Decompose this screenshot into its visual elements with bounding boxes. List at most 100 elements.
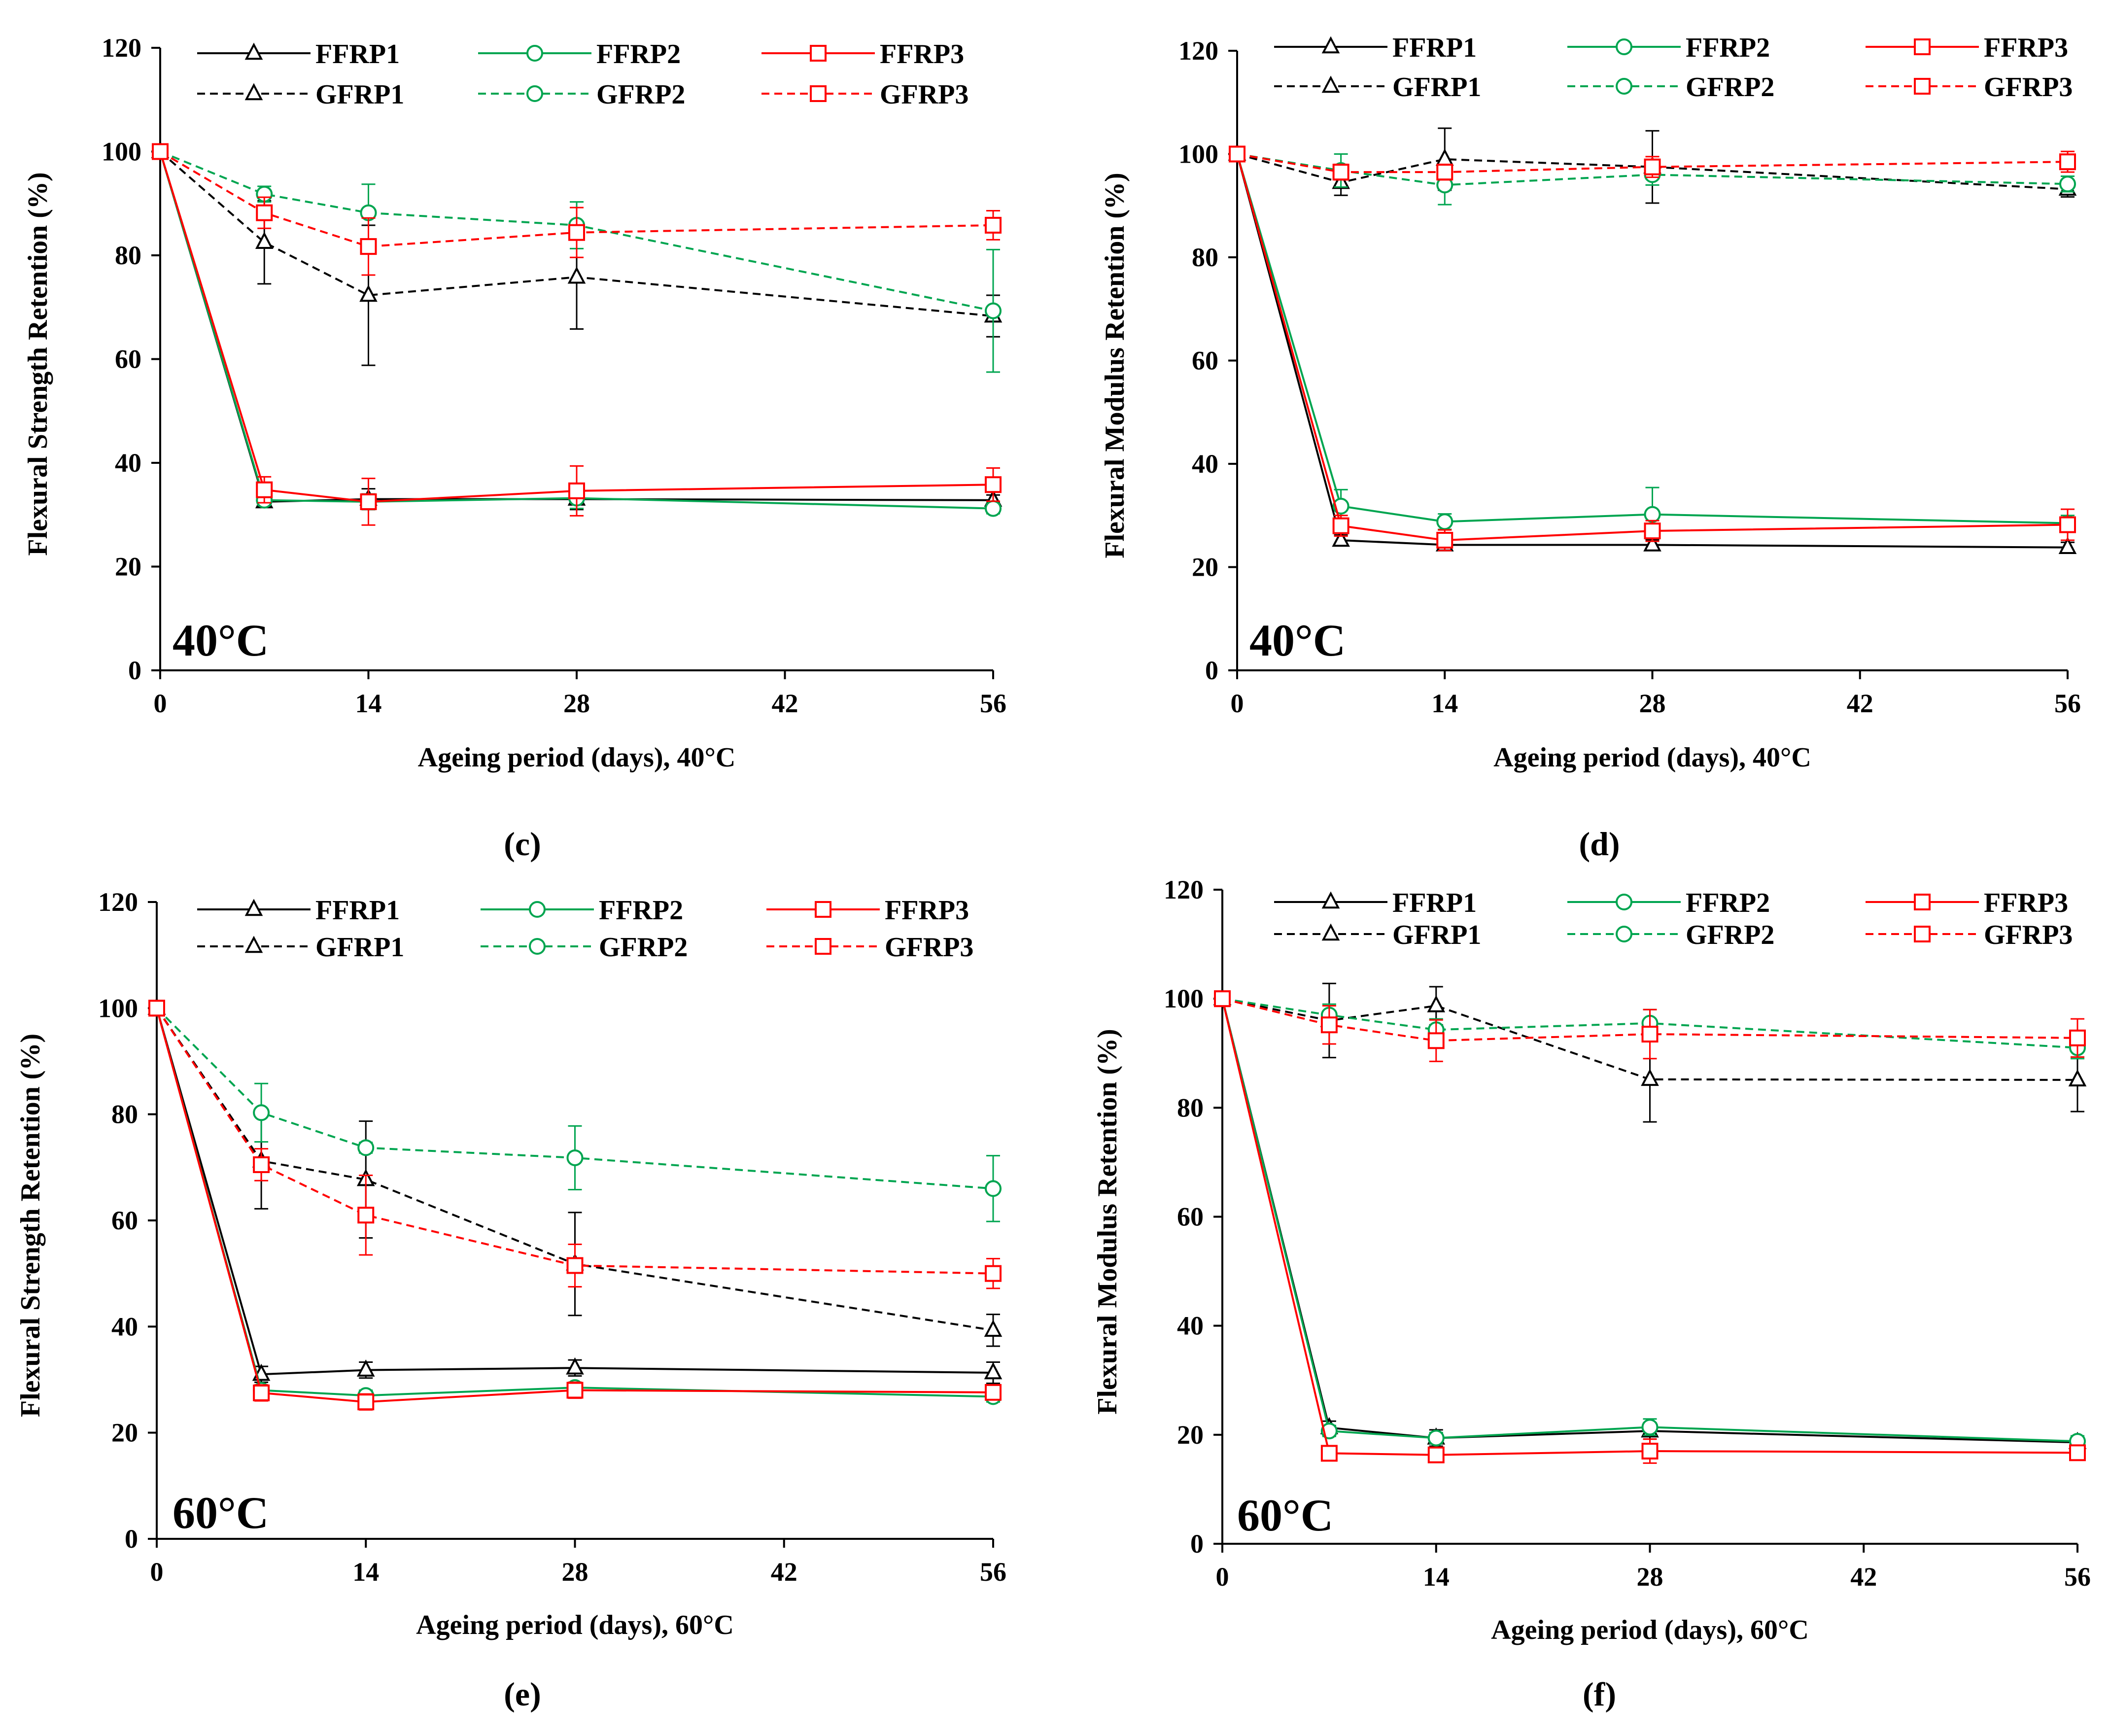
legend-entry: GFRP2 [1567, 72, 1774, 103]
data-point [253, 1156, 270, 1173]
y-tick-label: 60 [1192, 346, 1218, 376]
legend-marker [1616, 926, 1632, 942]
y-tick-label: 20 [1192, 553, 1218, 582]
x-tick-label: 42 [1850, 1562, 1877, 1592]
data-point [2059, 516, 2076, 533]
y-tick-label: 0 [125, 1524, 138, 1554]
legend-entry: GFRP2 [481, 932, 688, 963]
y-tick-label: 80 [1192, 243, 1218, 272]
data-point [1641, 1069, 1659, 1086]
legend-label: GFRP2 [1686, 72, 1774, 103]
x-tick-label: 56 [980, 689, 1006, 718]
data-point [1214, 990, 1231, 1007]
y-tick-label: 80 [111, 1100, 138, 1129]
y-tick-label: 120 [98, 887, 138, 917]
y-axis-label: Flexural Strength Retention (%) [15, 1034, 46, 1417]
y-tick-label: 80 [1177, 1093, 1204, 1122]
data-point [566, 1382, 584, 1399]
y-tick-label: 60 [111, 1206, 138, 1235]
legend-marker [1914, 894, 1931, 910]
x-tick-label: 14 [1431, 689, 1458, 718]
x-tick-label: 56 [2064, 1562, 2091, 1592]
data-point [568, 482, 585, 499]
legend-entry: GFRP1 [197, 79, 404, 110]
legend-entry: FFRP3 [1866, 33, 2068, 63]
panel-caption: (f) [1583, 1675, 1616, 1713]
data-point [253, 1384, 270, 1401]
data-point [357, 1207, 375, 1224]
data-point [1436, 532, 1453, 549]
x-tick-label: 42 [772, 689, 798, 718]
data-point [256, 481, 273, 498]
legend-label: FFRP2 [596, 39, 681, 69]
data-point [2069, 1029, 2086, 1046]
legend-marker [810, 85, 827, 102]
legend-entry: GFRP3 [1866, 72, 2073, 103]
y-tick-label: 40 [115, 448, 141, 478]
data-point [1332, 517, 1349, 534]
legend-label: GFRP2 [1686, 920, 1774, 950]
legend-label: GFRP3 [1984, 72, 2073, 103]
data-point [985, 500, 1002, 517]
legend-label: FFRP3 [1984, 33, 2068, 63]
data-point [356, 1359, 375, 1377]
data-point [985, 1180, 1002, 1197]
data-point [1644, 158, 1661, 175]
legend-marker [526, 45, 543, 62]
legend-entry: GFRP2 [478, 79, 685, 110]
legend-label: FFRP1 [1392, 888, 1477, 918]
legend-entry: GFRP1 [1274, 920, 1481, 950]
legend-label: GFRP2 [596, 79, 685, 110]
legend-marker [1616, 894, 1632, 910]
data-point [1641, 1443, 1659, 1460]
legend-marker [529, 938, 546, 955]
chart-panel: 0 20 40 60 80 100 120 0 14 28 42 56 Flexural Strengt… [15, 887, 1006, 1713]
chart-panel: 0 20 40 60 80 100 120 0 14 28 42 56 Flexural Modulus… [1092, 875, 2091, 1713]
data-point [566, 1149, 584, 1166]
data-point [2058, 537, 2077, 554]
series-line [159, 150, 994, 317]
legend-entry: FFRP1 [197, 895, 400, 926]
x-tick-label: 42 [1847, 689, 1873, 718]
data-point [357, 1139, 375, 1156]
data-point [985, 476, 1002, 493]
legend-entry: FFRP2 [478, 39, 681, 69]
x-tick-label: 28 [1637, 1562, 1663, 1592]
legend-label: FFRP2 [599, 895, 683, 926]
data-point [566, 1357, 584, 1375]
legend-entry: GFRP2 [1567, 920, 1774, 950]
data-point [360, 493, 377, 510]
chart-panel: 0 20 40 60 80 100 120 0 14 28 42 56 Flexural Modulus… [1100, 33, 2081, 863]
x-axis-label: Ageing period (days), 40°C [418, 742, 736, 773]
data-point [1436, 164, 1453, 181]
legend-marker [1914, 926, 1931, 942]
data-point [985, 302, 1002, 319]
legend-label: FFRP3 [880, 39, 964, 69]
x-tick-label: 14 [352, 1557, 379, 1587]
y-tick-label: 40 [1192, 449, 1218, 479]
series-line [156, 1007, 994, 1275]
legend-label: FFRP2 [1686, 888, 1770, 918]
data-point [1332, 164, 1349, 181]
data-point [152, 143, 169, 160]
y-tick-label: 20 [111, 1418, 138, 1448]
data-point [985, 1265, 1002, 1282]
data-point [1427, 1032, 1445, 1049]
series-gfrp3 [148, 1000, 1002, 1289]
data-point [1641, 1419, 1659, 1436]
legend-marker [1914, 38, 1931, 55]
legend-marker [810, 45, 827, 62]
legend-label: FFRP2 [1686, 33, 1770, 63]
legend-label: FFRP1 [315, 895, 400, 926]
legend-marker [1914, 78, 1931, 95]
y-tick-label: 80 [115, 241, 141, 270]
legend-marker [1321, 923, 1340, 941]
legend-entry: GFRP3 [761, 79, 969, 110]
legend-entry: GFRP3 [1866, 920, 2073, 950]
legend-label: FFRP1 [315, 39, 400, 69]
data-point [1427, 1446, 1445, 1463]
legend-entry: FFRP2 [481, 895, 683, 926]
data-point [1320, 1445, 1338, 1462]
x-tick-label: 56 [980, 1557, 1006, 1587]
